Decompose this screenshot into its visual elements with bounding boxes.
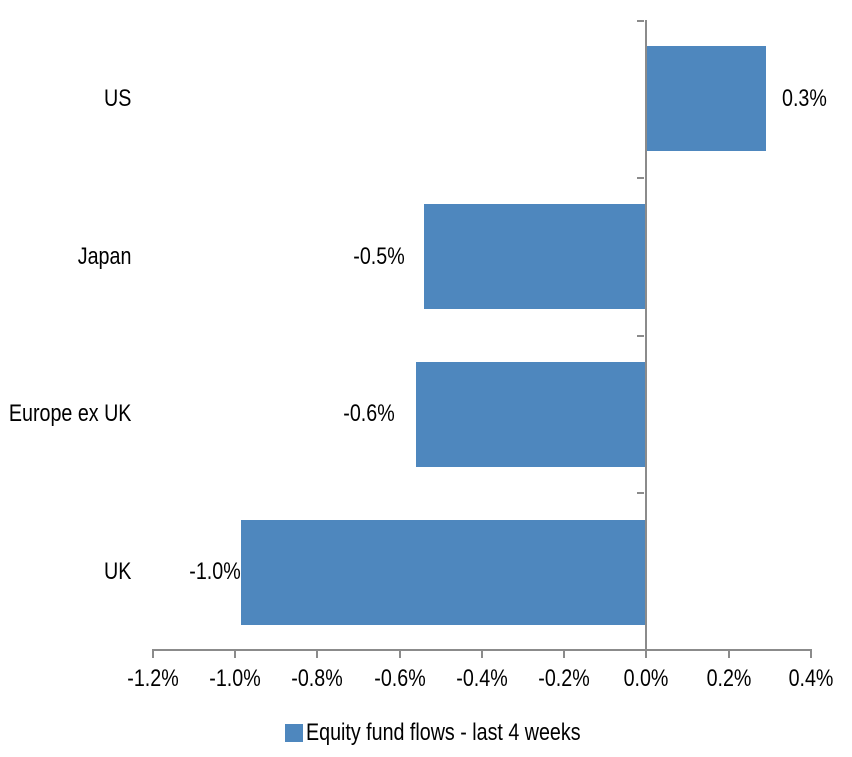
y-axis-tick-mark [637,176,645,179]
y-axis-tick-mark [637,334,645,337]
bar-value-label: -0.5% [352,242,405,270]
category-label-uk: UK [103,558,131,586]
x-tick-label: -0.6% [373,665,426,692]
bar-value-label: -1.0% [188,558,241,586]
x-tick-label: -1.2% [127,665,179,692]
category-label-europe-ex-uk: Europe ex UK [8,400,131,428]
category-label-us: US [103,84,131,112]
bar-europe-ex-uk [416,361,647,467]
x-tick-label: 0.4% [788,665,834,692]
y-axis-tick-mark [637,492,645,495]
bar-uk [241,519,647,625]
x-tick-label: -1.0% [209,665,261,692]
x-axis-tick-mark [398,651,401,658]
legend-label: Equity fund flows - last 4 weeks [306,719,581,746]
x-axis-tick-mark [810,651,812,658]
y-axis-tick-mark [637,20,645,22]
bar-us [646,46,766,152]
x-axis-tick-mark [563,651,566,658]
legend-swatch-icon [285,724,303,742]
x-axis-tick-mark [480,651,483,658]
x-tick-label: 0.2% [706,665,752,692]
x-axis-tick-mark [727,651,730,658]
bar-value-label: -0.6% [343,400,396,428]
bar-japan [424,204,647,310]
x-tick-label: 0.0% [624,665,669,692]
x-axis-tick-mark [151,651,154,658]
x-axis-tick-mark [316,651,319,658]
category-label-japan: Japan [77,242,131,270]
x-axis-tick-mark [645,651,648,658]
x-tick-label: -0.4% [456,665,508,692]
x-axis-tick-mark [234,651,237,658]
x-tick-label: -0.8% [291,665,344,692]
y-axis-line [645,20,648,651]
x-axis-line [151,649,812,651]
x-tick-label: -0.2% [538,665,590,692]
bar-value-label: 0.3% [781,84,827,112]
